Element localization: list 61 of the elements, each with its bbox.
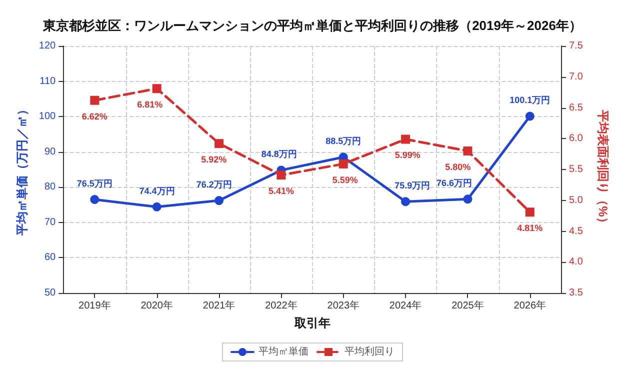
data-label: 84.8万円 <box>261 149 297 160</box>
point <box>525 112 534 121</box>
y-tick-label: 60 <box>44 252 56 264</box>
point <box>525 208 534 217</box>
x-tick-label: 2024年 <box>389 300 422 312</box>
x-tick-label: 2026年 <box>514 300 546 312</box>
y-tick-label: 70 <box>44 216 56 228</box>
x-tick-label: 2023年 <box>327 300 360 312</box>
y2-tick-label: 4.5 <box>569 226 584 237</box>
data-label: 4.81% <box>517 223 543 234</box>
data-label: 88.5万円 <box>326 136 362 146</box>
point <box>152 84 162 94</box>
y2-tick-label: 5.5 <box>569 164 584 175</box>
y2-tick-label: 3.5 <box>569 288 584 298</box>
y-tick-label: 120 <box>38 40 56 52</box>
legend-label: 平均利回り <box>344 346 394 358</box>
data-label: 100.1万円 <box>510 95 550 106</box>
legend-label: 平均㎡単価 <box>258 346 308 358</box>
point <box>152 202 162 212</box>
y2-tick-label: 5.0 <box>569 194 584 206</box>
point <box>463 194 472 204</box>
y2-tick-label: 6.5 <box>569 102 584 114</box>
y2-axis-title: 平均表面利回り（%） <box>596 109 610 229</box>
data-label: 76.5万円 <box>76 178 112 188</box>
data-label: 5.59% <box>332 174 358 185</box>
y2-tick-label: 6.0 <box>569 133 584 144</box>
point <box>90 96 100 105</box>
data-label: 6.62% <box>82 111 108 122</box>
point <box>401 197 410 206</box>
x-tick-label: 2021年 <box>202 300 236 312</box>
point <box>276 170 286 180</box>
data-label: 74.4万円 <box>139 186 175 196</box>
data-label: 5.41% <box>268 186 294 196</box>
y2-tick-label: 4.0 <box>569 256 584 268</box>
point <box>214 196 224 206</box>
y-tick-label: 80 <box>44 182 56 193</box>
x-axis-title: 取引年 <box>293 316 330 330</box>
y-tick-label: 110 <box>40 76 56 87</box>
point <box>401 134 410 144</box>
y-tick-label: 50 <box>44 288 56 298</box>
data-label: 76.6万円 <box>436 178 472 188</box>
data-label: 5.92% <box>201 154 227 165</box>
chart-title: 東京都杉並区：ワンルームマンションの平均㎡単価と平均利回りの推移（2019年～2026年） <box>42 18 582 33</box>
y2-tick-label: 7.0 <box>569 71 584 82</box>
point <box>338 159 348 168</box>
x-tick-label: 2025年 <box>452 300 484 312</box>
data-label: 75.9万円 <box>394 180 430 191</box>
point <box>90 194 100 204</box>
data-label: 76.2万円 <box>196 180 232 190</box>
x-tick-label: 2020年 <box>140 300 173 312</box>
point <box>463 146 472 156</box>
data-label: 5.99% <box>394 150 420 160</box>
data-label: 6.81% <box>137 100 163 110</box>
y-tick-label: 90 <box>44 146 56 158</box>
x-tick-label: 2019年 <box>78 300 111 312</box>
point <box>214 139 224 148</box>
x-tick-label: 2022年 <box>265 300 298 312</box>
y-tick-label: 100 <box>38 111 56 122</box>
y-axis-title: 平均㎡単価（万円／㎡） <box>15 104 29 236</box>
y2-tick-label: 7.5 <box>569 40 584 52</box>
data-label: 5.80% <box>445 162 471 172</box>
